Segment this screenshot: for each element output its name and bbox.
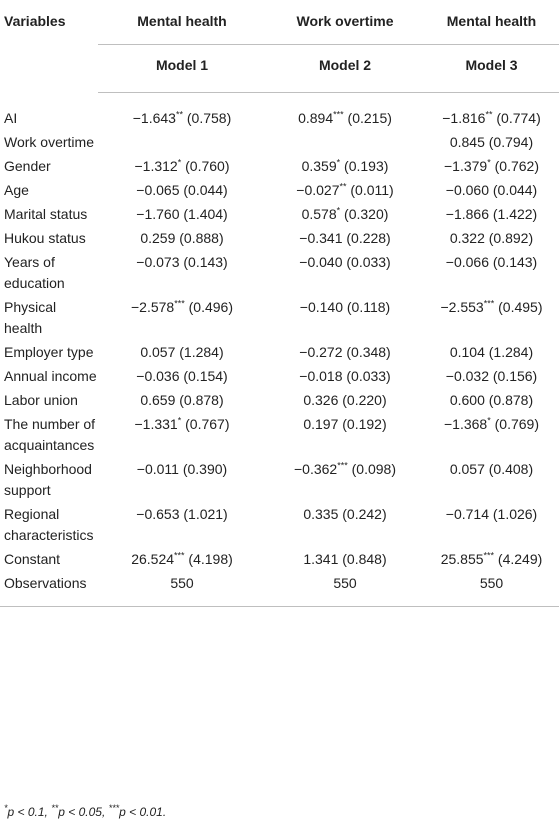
model-3-value: 0.057 (0.408) <box>449 461 534 477</box>
table-body: AI −1.643** (0.758) 0.894*** (0.215) −1.816… <box>0 93 559 607</box>
model-1-value: −1.760 (1.404) <box>136 206 228 222</box>
dv-header-1: Mental health <box>98 0 266 45</box>
table-row: Age −0.065 (0.044) −0.027** (0.011) −0.060 … <box>0 179 559 203</box>
row-label: Hukou status <box>4 230 86 246</box>
model-3-value: −2.553*** (0.495) <box>440 298 543 315</box>
model-3-value: −1.816** (0.774) <box>442 109 541 126</box>
model-1-value: 26.524*** (4.198) <box>131 550 233 567</box>
model-2-value: −0.027** (0.011) <box>296 181 394 198</box>
model-1-value: −1.312* (0.760) <box>134 157 230 174</box>
row-label: Labor union <box>4 392 78 408</box>
row-label: Years of education <box>4 254 65 291</box>
model-header-2: Model 2 <box>266 44 424 93</box>
model-header-1: Model 1 <box>98 44 266 93</box>
dv-header-3: Mental health <box>424 0 559 45</box>
model-3-value: −0.714 (1.026) <box>445 506 538 522</box>
model-1-value: −0.073 (0.143) <box>136 254 228 270</box>
model-1-value: 0.057 (1.284) <box>140 344 224 360</box>
significance-footnote: *p < 0.1, **p < 0.05, ***p < 0.01. <box>4 803 167 820</box>
model-3-value: −0.032 (0.156) <box>445 368 538 384</box>
model-1-value: 0.259 (0.888) <box>140 230 224 246</box>
model-1-value: −0.036 (0.154) <box>136 368 228 384</box>
model-2-value: 0.894*** (0.215) <box>298 109 392 126</box>
row-label: Age <box>4 182 29 198</box>
table-row: Constant 26.524*** (4.198) 1.341 (0.848) 25… <box>0 548 559 572</box>
table-row: Annual income −0.036 (0.154) −0.018 (0.033… <box>0 365 559 389</box>
row-label: Employer type <box>4 344 94 360</box>
table-row: The number of acquaintances −1.331* (0.76… <box>0 413 559 458</box>
row-label: The number of acquaintances <box>4 416 96 453</box>
model-1-value: −1.331* (0.767) <box>134 415 230 432</box>
model-3-value: 0.600 (0.878) <box>449 392 534 408</box>
model-1-value: 550 <box>98 572 266 607</box>
model-1-value: −0.011 (0.390) <box>136 461 228 477</box>
model-3-value: 0.104 (1.284) <box>449 344 534 360</box>
table-row: Years of education −0.073 (0.143) −0.040 (… <box>0 251 559 296</box>
model-1-value: 0.659 (0.878) <box>140 392 224 408</box>
model-3-value: 0.845 (0.794) <box>449 134 534 150</box>
model-2-value: −0.341 (0.228) <box>299 230 391 246</box>
header-row-dependent-variables: Variables Mental health Work overtime Me… <box>0 0 559 45</box>
table-row: AI −1.643** (0.758) 0.894*** (0.215) −1.816… <box>0 93 559 132</box>
model-1-value: −0.065 (0.044) <box>136 182 228 198</box>
row-label: Work overtime <box>4 134 94 150</box>
model-2-value <box>266 131 424 155</box>
table-row: Gender −1.312* (0.760) 0.359* (0.193) −1.37… <box>0 155 559 179</box>
row-label: AI <box>4 109 18 126</box>
table-row: Employer type 0.057 (1.284) −0.272 (0.348)… <box>0 341 559 365</box>
table-row: Work overtime 0.845 (0.794) <box>0 131 559 155</box>
model-2-value: 0.359* (0.193) <box>301 157 389 174</box>
header-row-models: Model 1 Model 2 Model 3 <box>0 44 559 93</box>
model-3-value: 0.322 (0.892) <box>449 230 534 246</box>
model-2-value: 0.335 (0.242) <box>303 506 387 522</box>
row-label: Constant <box>4 551 61 567</box>
model-3-value: −1.866 (1.422) <box>445 206 538 222</box>
model-1-value <box>98 131 266 155</box>
model-3-value: 550 <box>424 572 559 607</box>
table-row: Hukou status 0.259 (0.888) −0.341 (0.228) 0… <box>0 227 559 251</box>
model-2-value: −0.140 (0.118) <box>299 299 391 315</box>
model-2-value: 0.197 (0.192) <box>303 416 387 432</box>
model-3-value: −1.379* (0.762) <box>444 157 539 174</box>
row-label: Observations <box>0 572 98 607</box>
model-1-value: −0.653 (1.021) <box>136 506 228 522</box>
table-row: Observations 550 550 550 <box>0 572 559 607</box>
model-3-value: −1.368* (0.769) <box>444 415 539 432</box>
row-label: Neighborhood support <box>4 461 92 498</box>
model-2-value: −0.040 (0.033) <box>299 254 391 270</box>
dv-header-2: Work overtime <box>266 0 424 45</box>
model-2-value: 0.578* (0.320) <box>301 205 389 222</box>
table-row: Regional characteristics −0.653 (1.021) 0.… <box>0 503 559 548</box>
row-label: Physical health <box>4 299 57 336</box>
row-label: Gender <box>4 158 51 174</box>
model-3-value: −0.066 (0.143) <box>445 254 538 270</box>
table-row: Physical health −2.578*** (0.496) −0.140 (… <box>0 296 559 341</box>
row-label: Regional characteristics <box>4 506 94 543</box>
model-1-value: −2.578*** (0.496) <box>131 298 233 315</box>
table-row: Neighborhood support −0.011 (0.390) −0.362… <box>0 458 559 503</box>
table-row: Marital status −1.760 (1.404) 0.578* (0.32… <box>0 203 559 227</box>
model-2-value: −0.272 (0.348) <box>299 344 391 360</box>
model-header-3: Model 3 <box>424 44 559 93</box>
table-row: Labor union 0.659 (0.878) 0.326 (0.220) 0.6… <box>0 389 559 413</box>
row-label: Marital status <box>4 206 88 222</box>
regression-table: Variables Mental health Work overtime Me… <box>0 0 559 607</box>
model-1-value: −1.643** (0.758) <box>132 109 232 126</box>
model-3-value: −0.060 (0.044) <box>445 182 538 198</box>
variables-header: Variables <box>4 13 66 29</box>
model-3-value: 25.855*** (4.249) <box>440 550 543 567</box>
model-2-value: −0.018 (0.033) <box>299 368 391 384</box>
model-2-value: −0.362*** (0.098) <box>294 460 396 477</box>
model-2-value: 0.326 (0.220) <box>303 392 387 408</box>
row-label: Annual income <box>4 368 97 384</box>
model-2-value: 550 <box>266 572 424 607</box>
model-2-value: 1.341 (0.848) <box>303 551 387 567</box>
